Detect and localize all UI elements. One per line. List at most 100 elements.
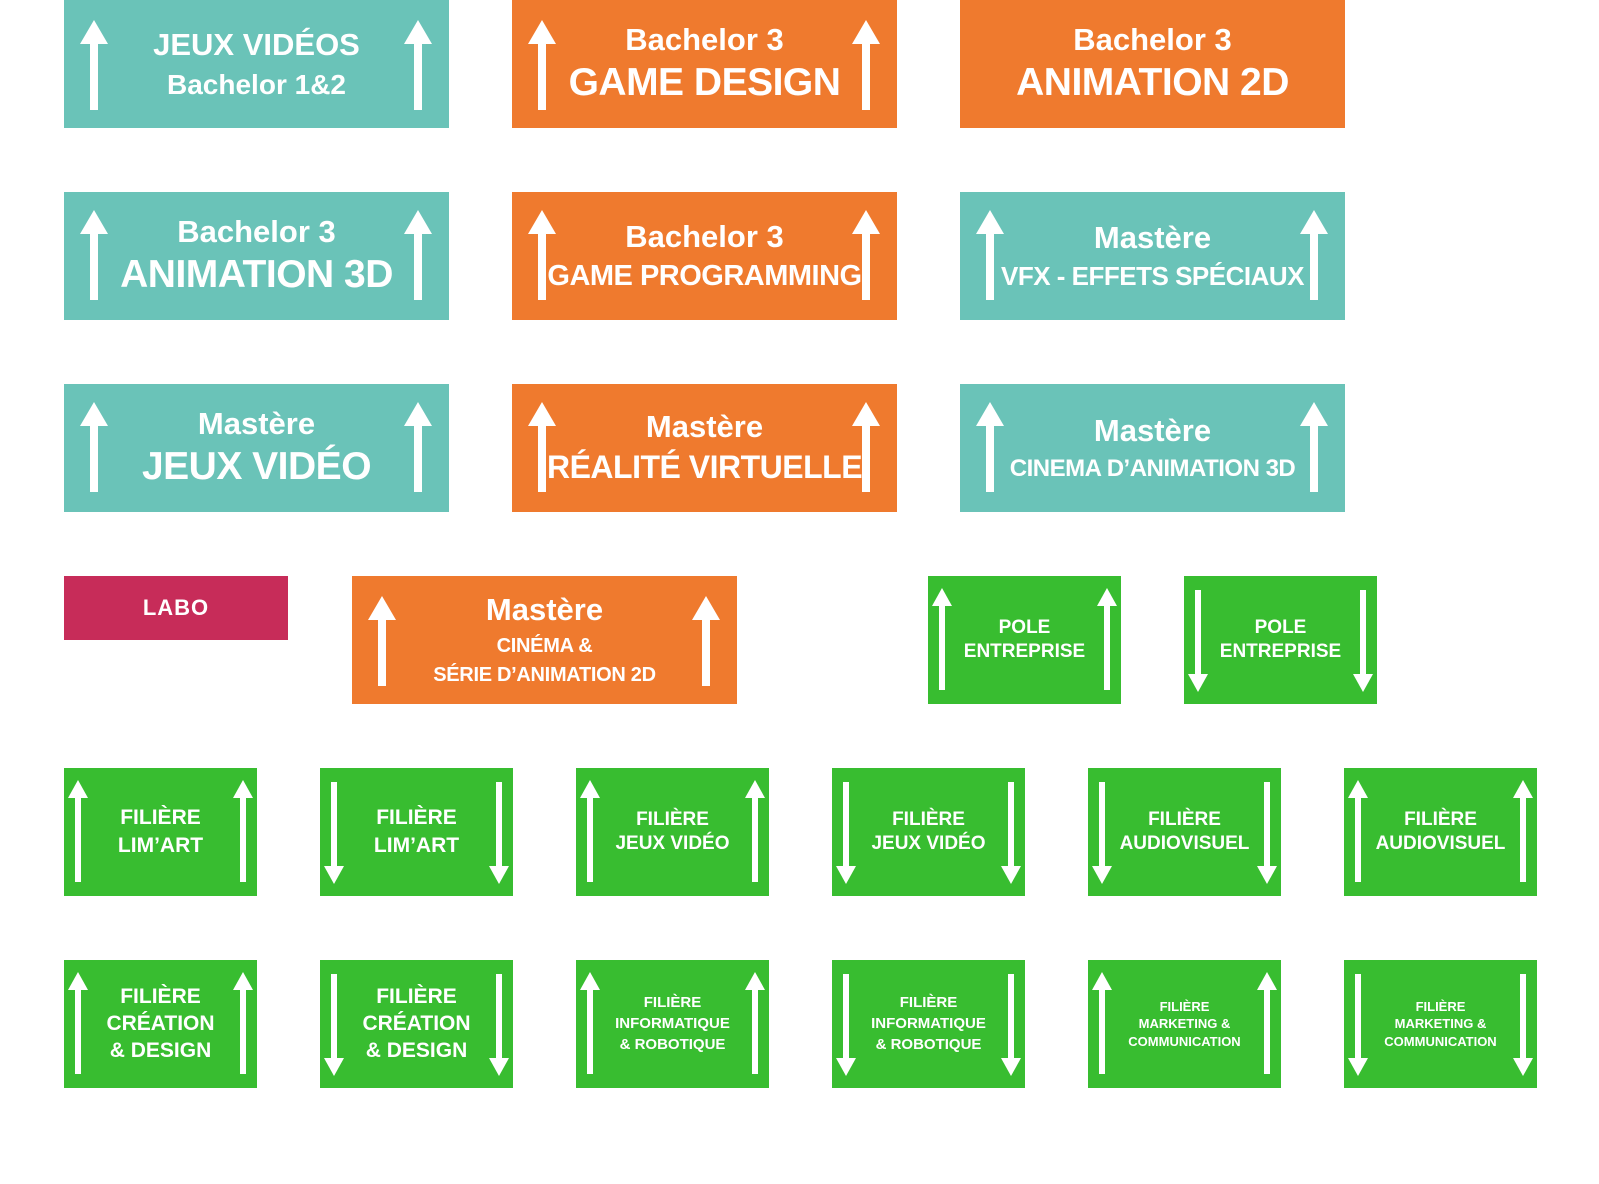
sign-pole-entreprise-up: POLE ENTREPRISE — [928, 576, 1121, 704]
sign-line: POLE — [1254, 617, 1307, 639]
up-arrow-icon — [528, 402, 556, 492]
sign-line: & DESIGN — [109, 1039, 212, 1063]
sign-line: FILIÈRE — [120, 805, 201, 829]
down-arrow-icon — [836, 974, 856, 1076]
sign-line: VFX - EFFETS SPÉCIAUX — [1001, 260, 1305, 291]
up-arrow-icon — [233, 972, 253, 1074]
sign-pole-entreprise-down: POLE ENTREPRISE — [1184, 576, 1377, 704]
up-arrow-icon — [68, 972, 88, 1074]
sign-bachelor-3-animation-2d: Bachelor 3 ANIMATION 2D — [960, 0, 1345, 128]
sign-line: CINÉMA & — [496, 635, 593, 658]
sign-line: JEUX VIDÉO — [615, 833, 730, 854]
sign-line: INFORMATIQUE — [871, 1015, 986, 1033]
down-arrow-icon — [1353, 590, 1373, 692]
down-arrow-icon — [1257, 782, 1277, 884]
sign-filiere-audiovisuel-up: FILIÈRE AUDIOVISUEL — [1344, 768, 1537, 896]
sign-filiere-creation-design-down: FILIÈRE CRÉATION & DESIGN — [320, 960, 513, 1088]
down-arrow-icon — [1513, 974, 1533, 1076]
sign-labo: LABO — [64, 576, 288, 640]
sign-mastere-vfx: Mastère VFX - EFFETS SPÉCIAUX — [960, 192, 1345, 320]
sign-line: MARKETING & — [1138, 1016, 1231, 1032]
sign-bachelor-3-animation-3d: Bachelor 3 ANIMATION 3D — [64, 192, 449, 320]
sign-line: GAME DESIGN — [568, 60, 841, 104]
up-arrow-icon — [1300, 402, 1328, 492]
sign-line: LIM’ART — [373, 834, 460, 857]
sign-line: Bachelor 3 — [177, 214, 336, 250]
sign-line: Bachelor 3 — [625, 22, 784, 58]
up-arrow-icon — [368, 596, 396, 686]
sign-line: & ROBOTIQUE — [875, 1035, 982, 1053]
sign-line: AUDIOVISUEL — [1375, 833, 1506, 854]
down-arrow-icon — [1001, 782, 1021, 884]
down-arrow-icon — [836, 782, 856, 884]
up-arrow-icon — [80, 210, 108, 300]
sign-line: POLE — [998, 617, 1051, 639]
up-arrow-icon — [1348, 780, 1368, 882]
sign-line: Bachelor 3 — [1073, 22, 1232, 58]
down-arrow-icon — [489, 782, 509, 884]
sign-line: FILIÈRE — [892, 809, 965, 831]
sign-line: SÉRIE D’ANIMATION 2D — [433, 664, 656, 687]
up-arrow-icon — [852, 210, 880, 300]
sign-filiere-marketing-communication-up: FILIÈRE MARKETING & COMMUNICATION — [1088, 960, 1281, 1088]
sign-line: COMMUNICATION — [1384, 1033, 1497, 1049]
sign-filiere-informatique-robotique-down: FILIÈRE INFORMATIQUE & ROBOTIQUE — [832, 960, 1025, 1088]
sign-filiere-informatique-robotique-up: FILIÈRE INFORMATIQUE & ROBOTIQUE — [576, 960, 769, 1088]
sign-line: Mastère — [485, 591, 604, 627]
sign-line: FILIÈRE — [120, 984, 201, 1008]
sign-line: FILIÈRE — [1415, 998, 1466, 1014]
sign-filiere-jeux-video-up: FILIÈRE JEUX VIDÉO — [576, 768, 769, 896]
up-arrow-icon — [528, 210, 556, 300]
up-arrow-icon — [692, 596, 720, 686]
sign-line: INFORMATIQUE — [615, 1015, 730, 1033]
up-arrow-icon — [580, 972, 600, 1074]
sign-filiere-limart-up: FILIÈRE LIM’ART — [64, 768, 257, 896]
up-arrow-icon — [233, 780, 253, 882]
sign-line: FILIÈRE — [1148, 809, 1221, 831]
sign-line: CRÉATION — [106, 1011, 215, 1035]
up-arrow-icon — [932, 588, 952, 690]
down-arrow-icon — [324, 782, 344, 884]
up-arrow-icon — [745, 972, 765, 1074]
sign-filiere-jeux-video-down: FILIÈRE JEUX VIDÉO — [832, 768, 1025, 896]
sign-filiere-creation-design-up: FILIÈRE CRÉATION & DESIGN — [64, 960, 257, 1088]
sign-line: Bachelor 1&2 — [167, 68, 346, 100]
down-arrow-icon — [489, 974, 509, 1076]
sign-line: FILIÈRE — [643, 994, 702, 1012]
up-arrow-icon — [404, 210, 432, 300]
sign-line: COMMUNICATION — [1128, 1033, 1241, 1049]
sign-line: Mastère — [645, 408, 764, 444]
sign-mastere-cinema-animation-3d: Mastère CINEMA D’ANIMATION 3D — [960, 384, 1345, 512]
sign-line: LABO — [142, 595, 210, 621]
up-arrow-icon — [580, 780, 600, 882]
sign-line: AUDIOVISUEL — [1119, 833, 1250, 854]
up-arrow-icon — [1257, 972, 1277, 1074]
sign-line: Bachelor 3 — [625, 218, 784, 254]
up-arrow-icon — [1513, 780, 1533, 882]
sign-line: JEUX VIDÉO — [141, 444, 372, 488]
up-arrow-icon — [404, 20, 432, 110]
sign-line: Mastère — [1093, 413, 1212, 449]
sign-bachelor-3-game-design: Bachelor 3 GAME DESIGN — [512, 0, 897, 128]
sign-line: FILIÈRE — [376, 984, 457, 1008]
sign-filiere-audiovisuel-down: FILIÈRE AUDIOVISUEL — [1088, 768, 1281, 896]
sign-line: & DESIGN — [365, 1039, 468, 1063]
up-arrow-icon — [745, 780, 765, 882]
sign-line: RÉALITÉ VIRTUELLE — [546, 449, 863, 486]
sign-filiere-limart-down: FILIÈRE LIM’ART — [320, 768, 513, 896]
sign-line: FILIÈRE — [1159, 998, 1210, 1014]
up-arrow-icon — [852, 402, 880, 492]
sign-mastere-realite-virtuelle: Mastère RÉALITÉ VIRTUELLE — [512, 384, 897, 512]
sign-mastere-jeux-video: Mastère JEUX VIDÉO — [64, 384, 449, 512]
sign-line: ANIMATION 3D — [120, 252, 393, 296]
up-arrow-icon — [528, 20, 556, 110]
sign-line: JEUX VIDÉOS — [153, 27, 360, 63]
sign-line: ANIMATION 2D — [1016, 60, 1289, 104]
down-arrow-icon — [1348, 974, 1368, 1076]
up-arrow-icon — [1300, 210, 1328, 300]
down-arrow-icon — [1001, 974, 1021, 1076]
sign-line: ENTREPRISE — [1219, 641, 1342, 662]
up-arrow-icon — [1092, 972, 1112, 1074]
up-arrow-icon — [80, 402, 108, 492]
